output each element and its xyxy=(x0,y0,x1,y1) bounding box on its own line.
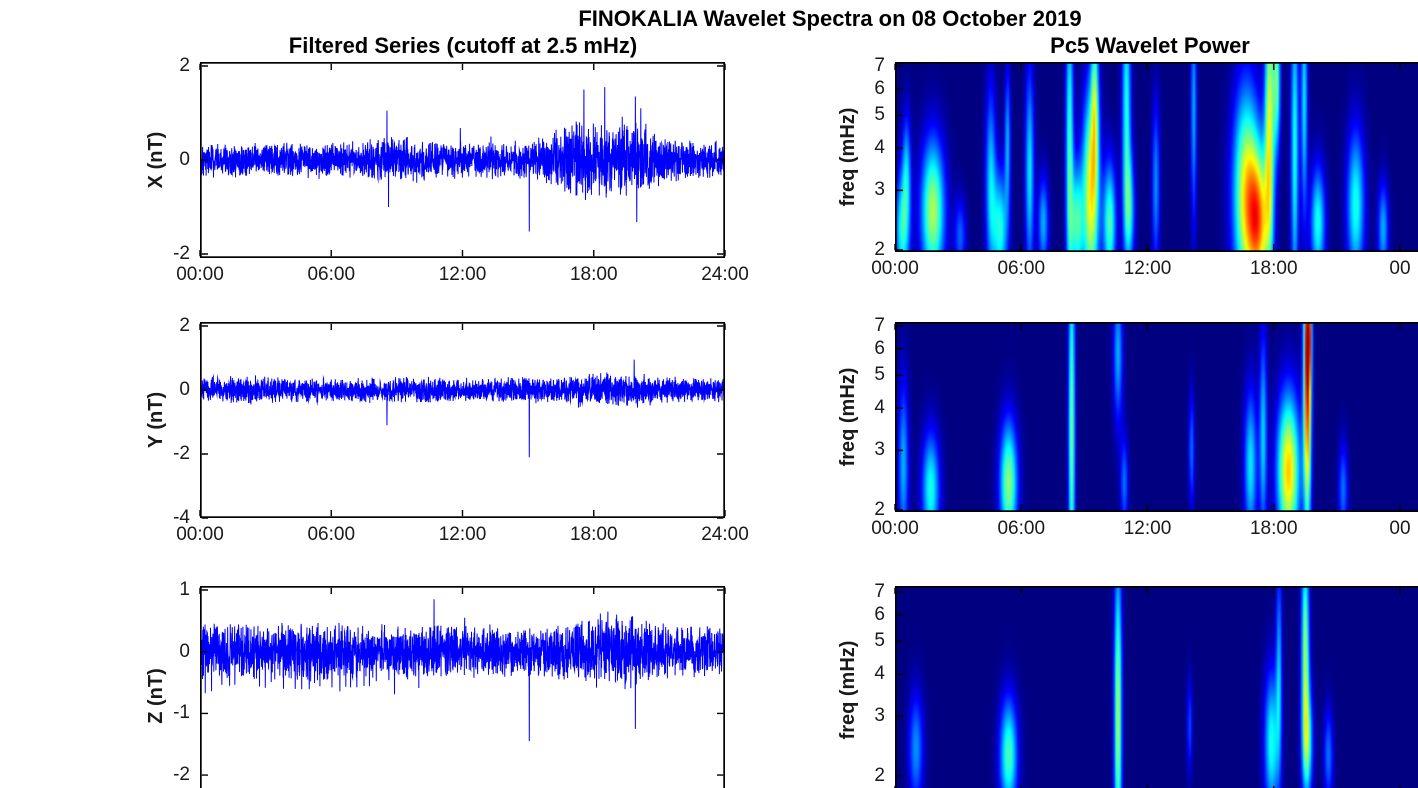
xtick-label-wavelet-power-y: 06:00 xyxy=(997,518,1046,539)
xtick-label-filtered-series-y: 24:00 xyxy=(701,524,749,545)
plot-wavelet-power-x xyxy=(892,59,1418,255)
ytick-label-wavelet-power-z: 3 xyxy=(874,705,885,727)
ytick-label-wavelet-power-y: 7 xyxy=(874,315,885,336)
xtick-label-wavelet-power-x: 06:00 xyxy=(997,258,1046,279)
ytick-label-wavelet-power-z: 6 xyxy=(874,603,885,625)
ytick-label-wavelet-power-x: 2 xyxy=(874,238,885,260)
xtick-label-filtered-series-y: 12:00 xyxy=(438,524,487,545)
ytick-label-filtered-series-z: 0 xyxy=(179,640,190,662)
xtick-label-filtered-series-x: 12:00 xyxy=(438,264,487,285)
xtick-label-filtered-series-x: 00:00 xyxy=(176,264,224,285)
ytick-label-wavelet-power-y: 3 xyxy=(874,439,885,461)
ytick-label-wavelet-power-z: 5 xyxy=(874,630,885,652)
ytick-label-wavelet-power-y: 5 xyxy=(874,364,885,386)
ytick-label-filtered-series-x: -2 xyxy=(173,243,190,264)
plot-wavelet-power-y xyxy=(892,319,1418,515)
right-column-title: Pc5 Wavelet Power xyxy=(1050,33,1250,58)
xtick-label-filtered-series-x: 18:00 xyxy=(569,264,618,285)
ytick-label-wavelet-power-x: 5 xyxy=(874,104,885,126)
xtick-label-wavelet-power-y: 18:00 xyxy=(1249,518,1298,539)
xtick-label-wavelet-power-x: 18:00 xyxy=(1249,258,1298,279)
plot-wavelet-power-z xyxy=(892,583,1418,788)
ytick-label-filtered-series-z: 1 xyxy=(179,579,190,600)
ytick-label-filtered-series-y: -2 xyxy=(173,443,190,464)
ytick-label-filtered-series-z: -1 xyxy=(173,702,190,724)
ytick-label-wavelet-power-z: 4 xyxy=(874,663,885,685)
xtick-label-wavelet-power-y: 00:00 xyxy=(871,518,919,539)
ytick-label-wavelet-power-z: 7 xyxy=(874,581,885,602)
plot-filtered-series-z xyxy=(197,583,728,788)
ytick-label-filtered-series-y: 0 xyxy=(179,379,190,400)
ytick-label-filtered-series-y: 2 xyxy=(179,315,190,336)
xtick-label-wavelet-power-y: 12:00 xyxy=(1123,518,1172,539)
xtick-label-wavelet-power-y: 00 xyxy=(1389,518,1411,539)
xtick-label-wavelet-power-x: 12:00 xyxy=(1123,258,1172,279)
ytick-label-wavelet-power-z: 2 xyxy=(874,764,885,786)
ytick-label-wavelet-power-y: 2 xyxy=(874,498,885,520)
figure-title: FINOKALIA Wavelet Spectra on 08 October … xyxy=(578,6,1082,31)
xtick-label-filtered-series-y: 00:00 xyxy=(176,524,224,545)
ytick-label-wavelet-power-y: 4 xyxy=(874,397,885,419)
xtick-label-wavelet-power-x: 00 xyxy=(1389,258,1411,279)
ytick-label-filtered-series-y: -4 xyxy=(173,507,190,528)
ytick-label-wavelet-power-x: 6 xyxy=(874,77,885,99)
xtick-label-filtered-series-x: 06:00 xyxy=(307,264,356,285)
ytick-label-filtered-series-x: 0 xyxy=(179,149,190,170)
y-axis-label-filtered-series-z: Z (nT) xyxy=(145,668,167,724)
y-axis-label-filtered-series-y: Y (nT) xyxy=(145,391,167,449)
xtick-label-wavelet-power-x: 00:00 xyxy=(871,258,919,279)
ytick-label-filtered-series-x: 2 xyxy=(179,55,190,76)
left-column-title: Filtered Series (cutoff at 2.5 mHz) xyxy=(288,33,638,58)
xtick-label-filtered-series-y: 18:00 xyxy=(569,524,618,545)
ytick-label-filtered-series-z: -2 xyxy=(173,764,190,786)
ytick-label-wavelet-power-y: 6 xyxy=(874,337,885,359)
plot-filtered-series-y xyxy=(197,319,728,521)
xtick-label-filtered-series-y: 06:00 xyxy=(307,524,356,545)
ytick-label-wavelet-power-x: 3 xyxy=(874,179,885,201)
plot-filtered-series-x xyxy=(197,59,728,261)
ytick-label-wavelet-power-x: 4 xyxy=(874,137,885,159)
xtick-label-filtered-series-x: 24:00 xyxy=(701,264,749,285)
ytick-label-wavelet-power-x: 7 xyxy=(874,55,885,76)
